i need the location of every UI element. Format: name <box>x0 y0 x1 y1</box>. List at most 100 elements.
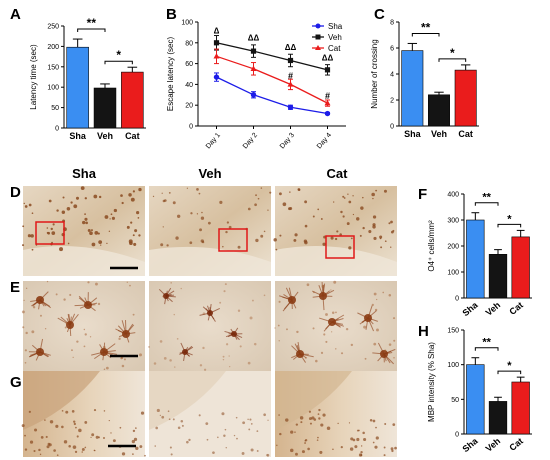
stain-dot <box>368 230 372 234</box>
stain-dot <box>134 229 138 233</box>
bar-sha <box>66 46 89 129</box>
stain-dot <box>93 194 98 199</box>
stain-dot <box>61 409 64 412</box>
stain-process <box>125 324 135 335</box>
y-tick-label: 6 <box>390 46 394 53</box>
stain-dot <box>53 449 56 452</box>
stain-dot <box>24 448 28 451</box>
stain-process <box>68 314 71 326</box>
stain-dot <box>168 418 171 421</box>
stain-dot <box>73 420 76 423</box>
tissue-wedge <box>23 371 100 430</box>
stain-dot <box>95 282 98 286</box>
y-axis-title: O4⁺ cells/mm² <box>427 220 436 272</box>
stain-dot <box>46 280 49 283</box>
stain-dot <box>83 345 86 348</box>
stain-dot <box>308 410 312 413</box>
stain-dot <box>108 230 111 232</box>
y-tick-label: 0 <box>455 296 459 303</box>
y-tick-label: 40 <box>185 82 193 89</box>
stain-dot <box>250 448 254 452</box>
stain-process <box>184 345 193 353</box>
stain-dot <box>84 217 88 221</box>
data-point <box>287 81 294 87</box>
category-label: Veh <box>484 300 503 318</box>
stain-dot <box>62 196 65 199</box>
bar-cat <box>454 69 477 127</box>
stain-dot <box>21 424 25 428</box>
stain-dot <box>299 416 304 420</box>
stain-dot <box>202 312 206 315</box>
stain-process <box>180 342 186 353</box>
y-axis-title: Escape latency (sec) <box>166 37 175 112</box>
stain-dot <box>260 187 263 189</box>
stain-dot <box>51 241 53 244</box>
stain-dot <box>363 437 367 442</box>
stain-process <box>365 317 369 330</box>
stain-dot <box>93 409 97 412</box>
x-tick-label: Day 3 <box>279 132 296 151</box>
stain-dot <box>376 328 379 332</box>
stain-dot <box>169 359 172 362</box>
stain-dot <box>59 247 64 252</box>
stain-process <box>165 290 168 297</box>
stain-dot <box>31 330 35 334</box>
stain-dot <box>103 410 106 412</box>
stain-dot <box>229 366 231 368</box>
stain-dot <box>189 241 193 245</box>
y-tick-label: 0 <box>455 432 459 439</box>
stain-dot <box>333 280 337 284</box>
stain-dot <box>375 426 377 429</box>
stain-dot <box>267 209 269 211</box>
stain-dot <box>69 293 72 297</box>
stain-dot <box>350 237 353 240</box>
stain-dot <box>133 437 138 441</box>
stain-process <box>91 351 105 356</box>
significance-marker: ** <box>482 192 491 204</box>
y-tick-label: 100 <box>447 270 459 277</box>
tissue-band <box>275 246 397 276</box>
category-label: Veh <box>97 131 113 141</box>
stain-process <box>367 310 377 319</box>
stain-dot <box>373 236 377 241</box>
stain-dot <box>120 356 123 360</box>
stain-process <box>179 351 186 354</box>
stain-dot <box>175 236 179 240</box>
stain-dot <box>352 195 354 197</box>
stain-process <box>94 351 105 360</box>
stain-dot <box>384 240 387 243</box>
stain-dot <box>94 231 99 235</box>
stain-process <box>377 353 385 362</box>
stain-dot <box>89 336 92 338</box>
legend-label: Cat <box>328 44 341 53</box>
stain-dot <box>174 366 176 368</box>
stain-dot <box>74 450 78 453</box>
stain-dot <box>80 186 85 191</box>
stain-dot <box>279 234 282 237</box>
significance-bracket <box>474 347 499 351</box>
stain-dot <box>392 317 396 320</box>
stain-dot <box>278 300 281 303</box>
stain-dot <box>202 346 205 350</box>
stain-process <box>282 299 293 312</box>
stain-dot <box>252 299 254 302</box>
bar-sha <box>466 219 485 299</box>
stain-dot <box>250 423 253 425</box>
stain-dot <box>196 187 199 191</box>
stain-dot <box>241 452 245 455</box>
stain-process <box>367 317 375 332</box>
panel-label-h: H <box>418 323 429 340</box>
category-label: Veh <box>484 436 503 454</box>
category-label: Sha <box>404 129 422 139</box>
stain-dot <box>242 421 246 425</box>
stain-dot <box>138 187 142 192</box>
stain-dot <box>354 445 358 449</box>
stain-dot <box>90 436 92 438</box>
stain-dot <box>170 453 173 456</box>
stain-dot <box>223 434 226 437</box>
stain-dot <box>340 352 344 355</box>
stain-dot <box>126 225 130 229</box>
stain-process <box>158 288 167 297</box>
stain-dot <box>304 224 308 228</box>
stain-process <box>383 353 394 365</box>
